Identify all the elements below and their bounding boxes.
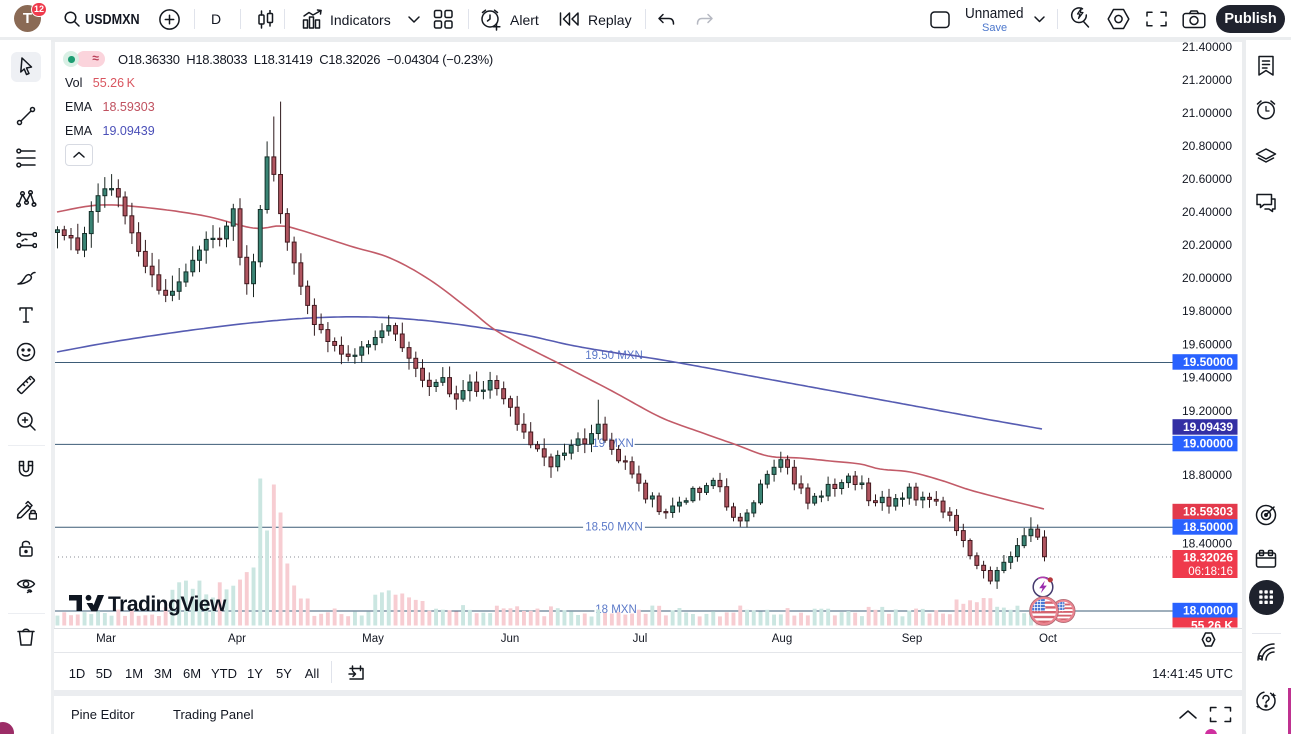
svg-text:18.50 MXN: 18.50 MXN <box>585 521 643 533</box>
svg-text:19.09439: 19.09439 <box>1183 420 1233 434</box>
svg-text:18.32026: 18.32026 <box>1183 551 1233 565</box>
svg-text:20.60000: 20.60000 <box>1182 172 1232 186</box>
svg-text:19.60000: 19.60000 <box>1182 338 1232 352</box>
svg-text:18.59303: 18.59303 <box>1183 505 1233 519</box>
svg-text:19.20000: 19.20000 <box>1182 404 1232 418</box>
svg-text:21.40000: 21.40000 <box>1182 40 1232 54</box>
svg-text:19.50 MXN: 19.50 MXN <box>585 350 643 362</box>
svg-text:18 MXN: 18 MXN <box>595 604 637 616</box>
svg-text:TradingView: TradingView <box>108 593 227 616</box>
svg-text:19.00000: 19.00000 <box>1183 437 1233 451</box>
svg-text:55.26 K: 55.26 K <box>1191 619 1233 633</box>
svg-text:18.50000: 18.50000 <box>1183 520 1233 534</box>
svg-text:18.00000: 18.00000 <box>1183 604 1233 618</box>
svg-text:18.80000: 18.80000 <box>1182 468 1232 482</box>
svg-text:19.50000: 19.50000 <box>1183 355 1233 369</box>
svg-text:18.40000: 18.40000 <box>1182 537 1232 551</box>
svg-text:21.00000: 21.00000 <box>1182 106 1232 120</box>
svg-text:20.20000: 20.20000 <box>1182 238 1232 252</box>
svg-text:06:18:16: 06:18:16 <box>1188 566 1233 578</box>
svg-text:21.20000: 21.20000 <box>1182 73 1232 87</box>
svg-text:20.40000: 20.40000 <box>1182 205 1232 219</box>
svg-text:19.80000: 19.80000 <box>1182 304 1232 318</box>
svg-text:19.40000: 19.40000 <box>1182 371 1232 385</box>
svg-text:20.80000: 20.80000 <box>1182 139 1232 153</box>
svg-text:20.00000: 20.00000 <box>1182 271 1232 285</box>
